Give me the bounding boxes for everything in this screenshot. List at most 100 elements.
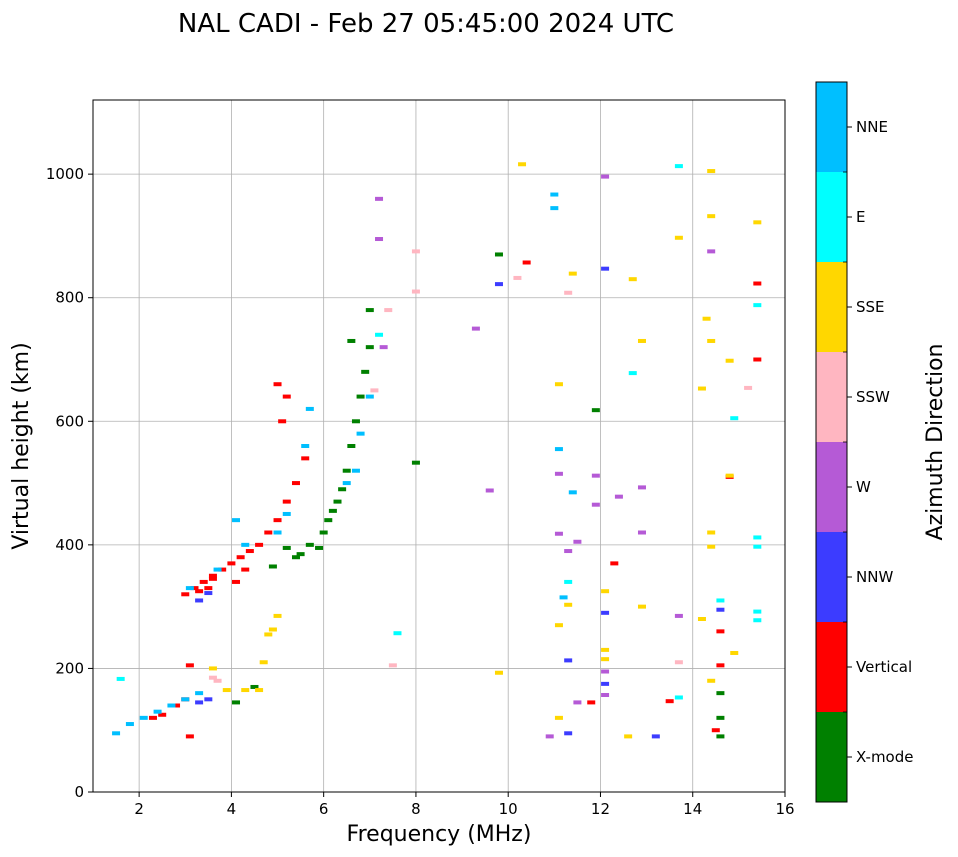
data-point	[725, 358, 734, 363]
data-point	[282, 499, 291, 504]
data-point	[494, 670, 503, 675]
series-ssw	[208, 249, 753, 683]
data-point	[255, 542, 264, 547]
data-point	[195, 700, 204, 705]
colorbar-tick-label: SSE	[856, 298, 885, 316]
data-point	[697, 617, 706, 621]
colorbar-tick-label: NNE	[856, 118, 888, 136]
data-point	[753, 535, 762, 540]
data-point	[273, 530, 282, 535]
data-point	[375, 237, 384, 242]
data-point	[716, 734, 725, 739]
data-point	[628, 277, 637, 282]
data-point	[356, 394, 365, 399]
data-point	[707, 214, 716, 219]
data-point	[204, 591, 213, 596]
data-point	[268, 627, 277, 632]
data-point	[674, 164, 683, 169]
data-point	[148, 715, 157, 720]
series-w	[375, 174, 716, 739]
data-point	[628, 371, 637, 376]
data-point	[241, 567, 250, 572]
colorbar-segment	[816, 82, 847, 172]
data-point	[674, 235, 683, 240]
data-point	[564, 731, 573, 736]
data-point	[116, 676, 125, 681]
data-point	[195, 589, 204, 594]
data-point	[554, 531, 563, 536]
data-point	[333, 499, 342, 504]
data-point	[637, 530, 646, 535]
data-point	[195, 598, 204, 603]
colorbar-segment	[816, 442, 847, 532]
data-point	[674, 660, 683, 665]
data-point	[601, 610, 610, 615]
x-tick-label: 2	[134, 800, 144, 818]
data-point	[550, 206, 559, 211]
x-tick-label: 4	[227, 800, 237, 818]
data-point	[568, 271, 577, 276]
data-point	[236, 555, 245, 560]
data-point	[264, 632, 273, 637]
data-point	[158, 712, 167, 717]
data-point	[707, 249, 716, 254]
data-point	[601, 174, 610, 179]
data-point	[637, 604, 646, 609]
data-point	[610, 561, 619, 566]
y-axis-label: Virtual height (km)	[9, 342, 34, 549]
data-point	[674, 613, 683, 618]
data-point	[351, 419, 360, 424]
data-point	[208, 666, 217, 671]
data-point	[753, 357, 762, 362]
series-nne	[112, 192, 577, 736]
y-tick-label: 1000	[46, 165, 84, 183]
data-point	[601, 692, 610, 697]
colorbar-segment	[816, 352, 847, 442]
data-point	[241, 688, 250, 693]
x-tick-label: 14	[683, 800, 702, 818]
data-point	[753, 609, 762, 614]
data-point	[601, 266, 610, 271]
data-point	[315, 545, 324, 550]
data-point	[375, 332, 384, 337]
data-point	[388, 663, 397, 668]
data-point	[393, 631, 402, 636]
data-point	[282, 545, 291, 550]
data-point	[730, 416, 739, 421]
colorbar-tick-label: W	[856, 478, 871, 496]
data-point	[716, 629, 725, 634]
colorbar-segment	[816, 622, 847, 712]
data-point	[753, 618, 762, 623]
data-point	[139, 715, 148, 720]
data-point	[637, 338, 646, 343]
data-point	[375, 196, 384, 201]
data-point	[365, 345, 374, 350]
data-point	[753, 220, 762, 225]
data-point	[301, 444, 310, 448]
data-point	[753, 303, 762, 308]
series-x-mode	[232, 252, 725, 739]
data-point	[485, 488, 494, 493]
data-point	[601, 681, 610, 686]
data-point	[213, 678, 222, 683]
data-point	[199, 579, 208, 584]
series-nnw	[195, 266, 725, 739]
data-point	[674, 695, 683, 700]
data-point	[564, 602, 573, 607]
data-point	[665, 699, 674, 704]
data-point	[564, 549, 573, 554]
data-point	[291, 481, 300, 486]
data-point	[564, 290, 573, 295]
data-point	[218, 567, 227, 572]
data-point	[296, 552, 305, 557]
plot-area: 2 4 6 8 10 12 14 16 0 200 400 600 800 1000	[46, 99, 795, 818]
data-point	[601, 669, 610, 674]
data-point	[365, 394, 374, 399]
data-point	[208, 573, 217, 578]
data-point	[232, 579, 241, 584]
colorbar-tick-label: X-mode	[856, 748, 913, 766]
series-sse	[208, 162, 762, 739]
y-axis-ticks: 0 200 400 600 800 1000	[46, 165, 93, 801]
data-point	[697, 386, 706, 391]
colorbar-segment	[816, 172, 847, 262]
